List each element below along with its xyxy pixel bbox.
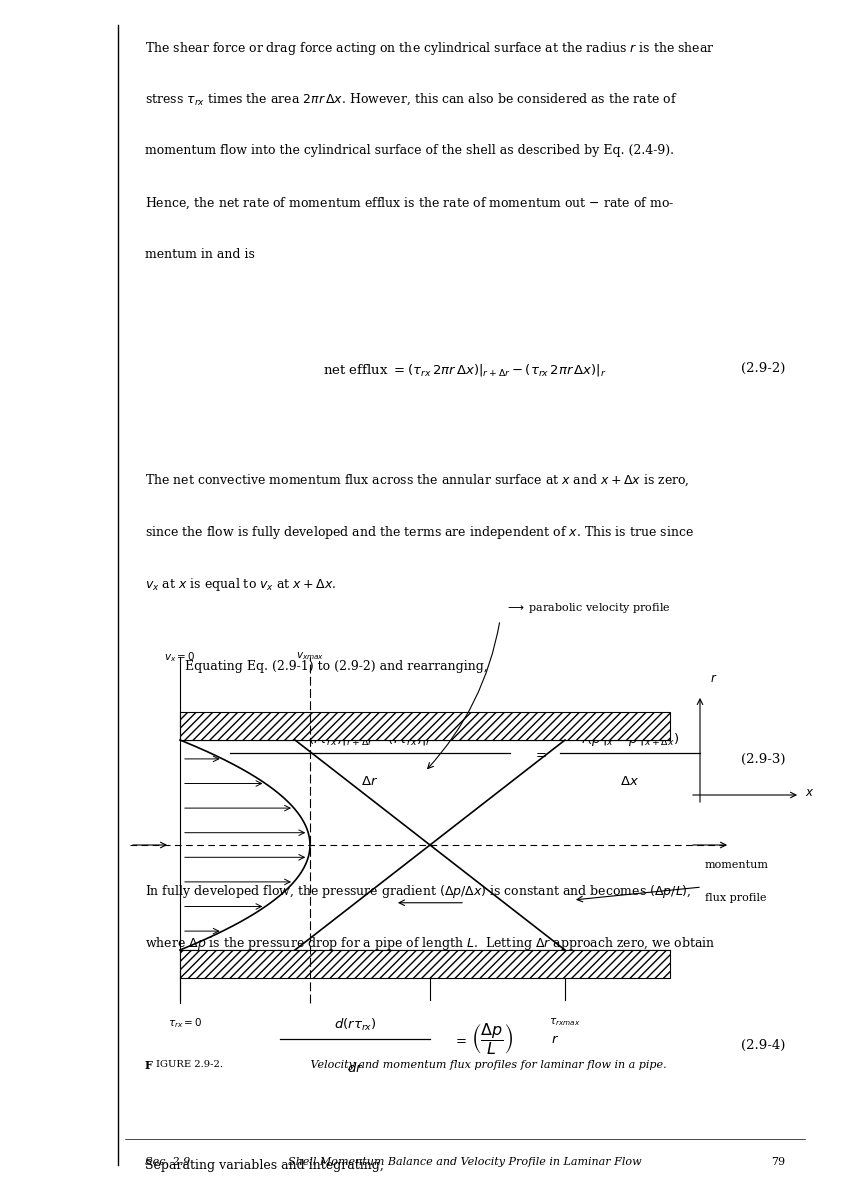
Text: mentum in and is: mentum in and is [145,249,255,261]
Text: In fully developed flow, the pressure gradient $(\Delta p/\Delta x)$ is constant: In fully developed flow, the pressure gr… [145,883,691,900]
Text: $\tau_{rxmax}$: $\tau_{rxmax}$ [549,1016,580,1028]
Text: Sec. 2.9: Sec. 2.9 [145,1157,190,1168]
Text: $r$: $r$ [710,672,717,685]
Text: flux profile: flux profile [705,893,766,903]
Text: The shear force or drag force acting on the cylindrical surface at the radius $r: The shear force or drag force acting on … [145,39,715,57]
Text: $\left(\dfrac{\Delta p}{L}\right)$: $\left(\dfrac{\Delta p}{L}\right)$ [470,1022,514,1058]
Text: $\Delta r$: $\Delta r$ [361,776,379,789]
Text: (2.9-4): (2.9-4) [740,1040,785,1053]
Text: $\tau_{rx} = 0$: $\tau_{rx} = 0$ [168,1016,202,1030]
Text: Separating variables and integrating,: Separating variables and integrating, [145,1159,384,1172]
Text: $(r\tau_{rx})|_{r+\Delta r}-(r\tau_{rx})|_r$: $(r\tau_{rx})|_{r+\Delta r}-(r\tau_{rx})… [308,731,432,747]
Text: F: F [145,1060,153,1071]
Text: IGURE 2.9-2.: IGURE 2.9-2. [156,1060,223,1070]
Text: 79: 79 [771,1157,785,1168]
Text: Velocity and momentum flux profiles for laminar flow in a pipe.: Velocity and momentum flux profiles for … [300,1060,667,1070]
Text: $dr$: $dr$ [347,1061,363,1076]
Text: Shell Momentum Balance and Velocity Profile in Laminar Flow: Shell Momentum Balance and Velocity Prof… [288,1157,642,1168]
Text: stress $\tau_{rx}$ times the area $2\pi r\,\Delta x$. However, this can also be : stress $\tau_{rx}$ times the area $2\pi … [145,92,678,108]
Text: $=$: $=$ [453,1032,467,1046]
Text: (2.9-3): (2.9-3) [740,753,785,766]
Text: $=$: $=$ [533,747,547,760]
Text: $v_{xmax}$: $v_{xmax}$ [296,650,324,662]
Bar [180,712,670,740]
Text: $r(p\,|_x - p\,|_{x+\Delta x})$: $r(p\,|_x - p\,|_{x+\Delta x})$ [581,731,679,748]
Text: momentum: momentum [705,860,769,870]
Text: since the flow is fully developed and the terms are independent of $x$. This is : since the flow is fully developed and th… [145,525,694,541]
Text: $v_x$ at $x$ is equal to $v_x$ at $x + \Delta x$.: $v_x$ at $x$ is equal to $v_x$ at $x + \… [145,576,337,594]
Text: $d(r\tau_{rx})$: $d(r\tau_{rx})$ [333,1017,376,1034]
Text: net efflux $= (\tau_{rx}\,2\pi r\,\Delta x)|_{r+\Delta r} - (\tau_{rx}\,2\pi r\,: net efflux $= (\tau_{rx}\,2\pi r\,\Delta… [323,362,607,379]
Text: $r$: $r$ [551,1032,559,1046]
Text: Equating Eq. (2.9-1) to (2.9-2) and rearranging,: Equating Eq. (2.9-1) to (2.9-2) and rear… [185,660,488,673]
Text: momentum flow into the cylindrical surface of the shell as described by Eq. (2.4: momentum flow into the cylindrical surfa… [145,145,674,157]
Text: (2.9-2): (2.9-2) [740,362,785,375]
Text: $\longrightarrow$ parabolic velocity profile: $\longrightarrow$ parabolic velocity pro… [505,601,671,615]
Text: $\Delta x$: $\Delta x$ [620,776,640,789]
Text: Hence, the net rate of momentum efflux is the rate of momentum out $-$ rate of m: Hence, the net rate of momentum efflux i… [145,196,674,212]
Text: where $\Delta p$ is the pressure drop for a pipe of length $L$.  Letting $\Delta: where $\Delta p$ is the pressure drop fo… [145,936,715,952]
Bar [180,950,670,978]
Text: The net convective momentum flux across the annular surface at $x$ and $x + \Del: The net convective momentum flux across … [145,472,689,488]
Text: $x$: $x$ [805,786,815,799]
Text: $v_x = 0$: $v_x = 0$ [164,650,195,663]
